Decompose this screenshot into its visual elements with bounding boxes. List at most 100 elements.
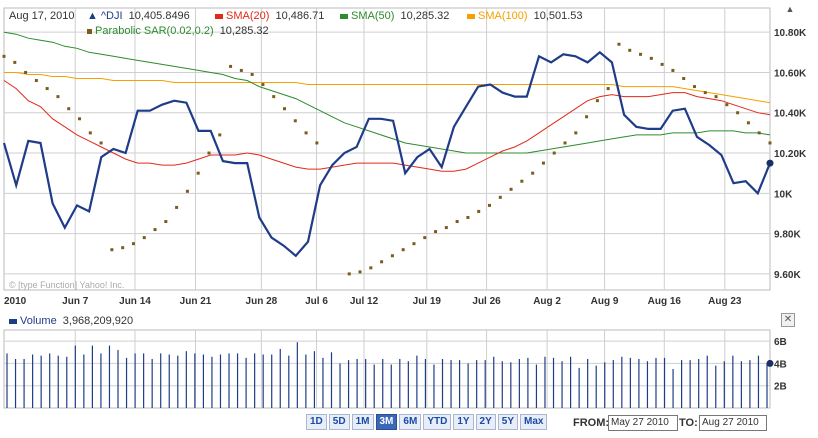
range-button-5d[interactable]: 5D xyxy=(328,414,350,430)
sar-point xyxy=(423,236,427,240)
sar-point xyxy=(34,79,38,83)
y-tick-label: 10.80K xyxy=(774,28,807,39)
sar-point xyxy=(746,121,750,125)
sar-point xyxy=(380,260,384,264)
sar-point xyxy=(272,95,276,99)
sar-point xyxy=(682,77,686,80)
sar-point xyxy=(487,203,491,207)
sar-point xyxy=(563,141,567,145)
sar-point xyxy=(477,209,481,213)
scroll-up-icon[interactable]: ▲ xyxy=(785,4,795,14)
sar-point xyxy=(725,103,729,107)
volume-swatch-icon xyxy=(9,318,17,324)
series-line-dji xyxy=(2,50,772,258)
sar-point xyxy=(498,195,502,199)
range-button-1d[interactable]: 1D xyxy=(306,414,327,430)
range-button-1m[interactable]: 1M xyxy=(351,414,374,430)
volume-tick-label: 4B xyxy=(774,359,787,370)
range-button-ytd[interactable]: YTD xyxy=(423,414,452,430)
sar-point xyxy=(196,171,200,175)
sar-point xyxy=(703,91,707,95)
range-button-3m[interactable]: 3M xyxy=(375,414,398,430)
sar-point xyxy=(714,95,718,99)
sar-point xyxy=(164,220,168,224)
range-button-2y[interactable]: 2Y xyxy=(475,414,496,430)
sar-point xyxy=(2,54,6,58)
sar-point xyxy=(520,179,524,183)
sar-point xyxy=(466,215,470,219)
x-tick-label: Aug 16 xyxy=(648,296,682,307)
sar-point xyxy=(283,107,287,111)
sar-point xyxy=(56,95,60,99)
sar-point xyxy=(639,52,643,56)
sma20-swatch-icon xyxy=(215,13,223,19)
x-tick-label: Jul 19 xyxy=(413,296,442,307)
sar-point xyxy=(13,60,17,64)
sar-point xyxy=(121,246,125,250)
sar-point xyxy=(315,141,319,145)
dji-icon: ▲ xyxy=(87,10,98,22)
sar-point xyxy=(358,270,362,274)
sar-point xyxy=(67,107,71,111)
series-line-sma20 xyxy=(3,80,771,172)
sar-point xyxy=(185,189,189,193)
x-tick-label: Jul 12 xyxy=(350,296,379,307)
dji-label: ^DJI xyxy=(100,10,123,22)
sma100-swatch-icon xyxy=(467,13,475,19)
sar-point xyxy=(261,83,265,87)
x-tick-label: Jun 14 xyxy=(119,296,151,307)
sar-point xyxy=(99,141,103,145)
legend-sar: Parabolic SAR(0.02,0.2) 10,285.32 xyxy=(87,25,269,37)
legend-sma100: SMA(100) 10,501.53 xyxy=(467,10,583,22)
range-button-1y[interactable]: 1Y xyxy=(453,414,474,430)
volume-tick-label: 2B xyxy=(774,382,787,393)
from-date-input[interactable]: May 27 2010 xyxy=(608,415,678,431)
sar-point xyxy=(45,87,49,91)
x-tick-label: Aug 23 xyxy=(708,296,742,307)
sar-point xyxy=(649,56,653,60)
main-panel-frame xyxy=(3,7,771,291)
range-button-6m[interactable]: 6M xyxy=(399,414,422,430)
sar-point xyxy=(595,99,599,103)
sar-point xyxy=(110,248,114,252)
sar-point xyxy=(175,205,179,209)
legend-dji: ▲ ^DJI 10,405.8496 xyxy=(87,10,190,22)
sar-point xyxy=(757,131,761,135)
sar-point xyxy=(153,228,157,232)
sma50-value: 10,285.32 xyxy=(400,10,450,22)
watermark: © [type Function] Yahoo! Inc. xyxy=(9,280,125,290)
sar-point xyxy=(692,85,696,89)
sar-point xyxy=(293,119,297,123)
volume-value: 3,968,209,920 xyxy=(62,315,134,327)
x-tick-label: Jul 26 xyxy=(472,296,501,307)
x-tick-label: 2010 xyxy=(4,296,27,307)
sar-point xyxy=(88,131,92,135)
sar-point xyxy=(606,87,610,91)
y-tick-label: 10K xyxy=(774,189,793,200)
legend-sma50: SMA(50) 10,285.32 xyxy=(340,10,449,22)
sar-point xyxy=(574,131,578,135)
volume-panel-frame xyxy=(3,329,771,409)
sar-point xyxy=(434,230,438,234)
sar-point xyxy=(207,151,211,155)
sar-point xyxy=(347,272,351,276)
volume-last-marker xyxy=(766,359,774,367)
range-button-5y[interactable]: 5Y xyxy=(497,414,519,430)
sar-point xyxy=(671,68,675,72)
sar-point xyxy=(617,42,621,46)
sar-point xyxy=(142,236,146,240)
range-button-bar: 1D 5D 1M 3M 6M YTD 1Y 2Y 5Y Max xyxy=(306,414,548,430)
sar-point xyxy=(78,117,82,121)
sar-label: Parabolic SAR(0.02,0.2) xyxy=(95,25,214,37)
y-tick-label: 10.40K xyxy=(774,109,807,120)
close-volume-button[interactable]: ✕ xyxy=(781,313,795,327)
x-tick-label: Jul 6 xyxy=(305,296,328,307)
range-button-max[interactable]: Max xyxy=(520,414,548,430)
sma50-label: SMA(50) xyxy=(351,10,395,22)
to-date-input[interactable]: Aug 27 2010 xyxy=(699,415,767,431)
y-tick-label: 10.20K xyxy=(774,149,807,160)
sar-point xyxy=(239,68,243,72)
sar-point xyxy=(541,161,545,165)
sar-point xyxy=(736,111,740,115)
